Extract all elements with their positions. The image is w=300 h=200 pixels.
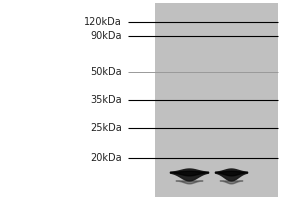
Text: 25kDa: 25kDa [90, 123, 122, 133]
Text: 35kDa: 35kDa [90, 95, 122, 105]
Text: 20kDa: 20kDa [90, 153, 122, 163]
Text: 90kDa: 90kDa [91, 31, 122, 41]
Bar [155, 3, 278, 197]
Text: 50kDa: 50kDa [90, 67, 122, 77]
Text: 120kDa: 120kDa [84, 17, 122, 27]
